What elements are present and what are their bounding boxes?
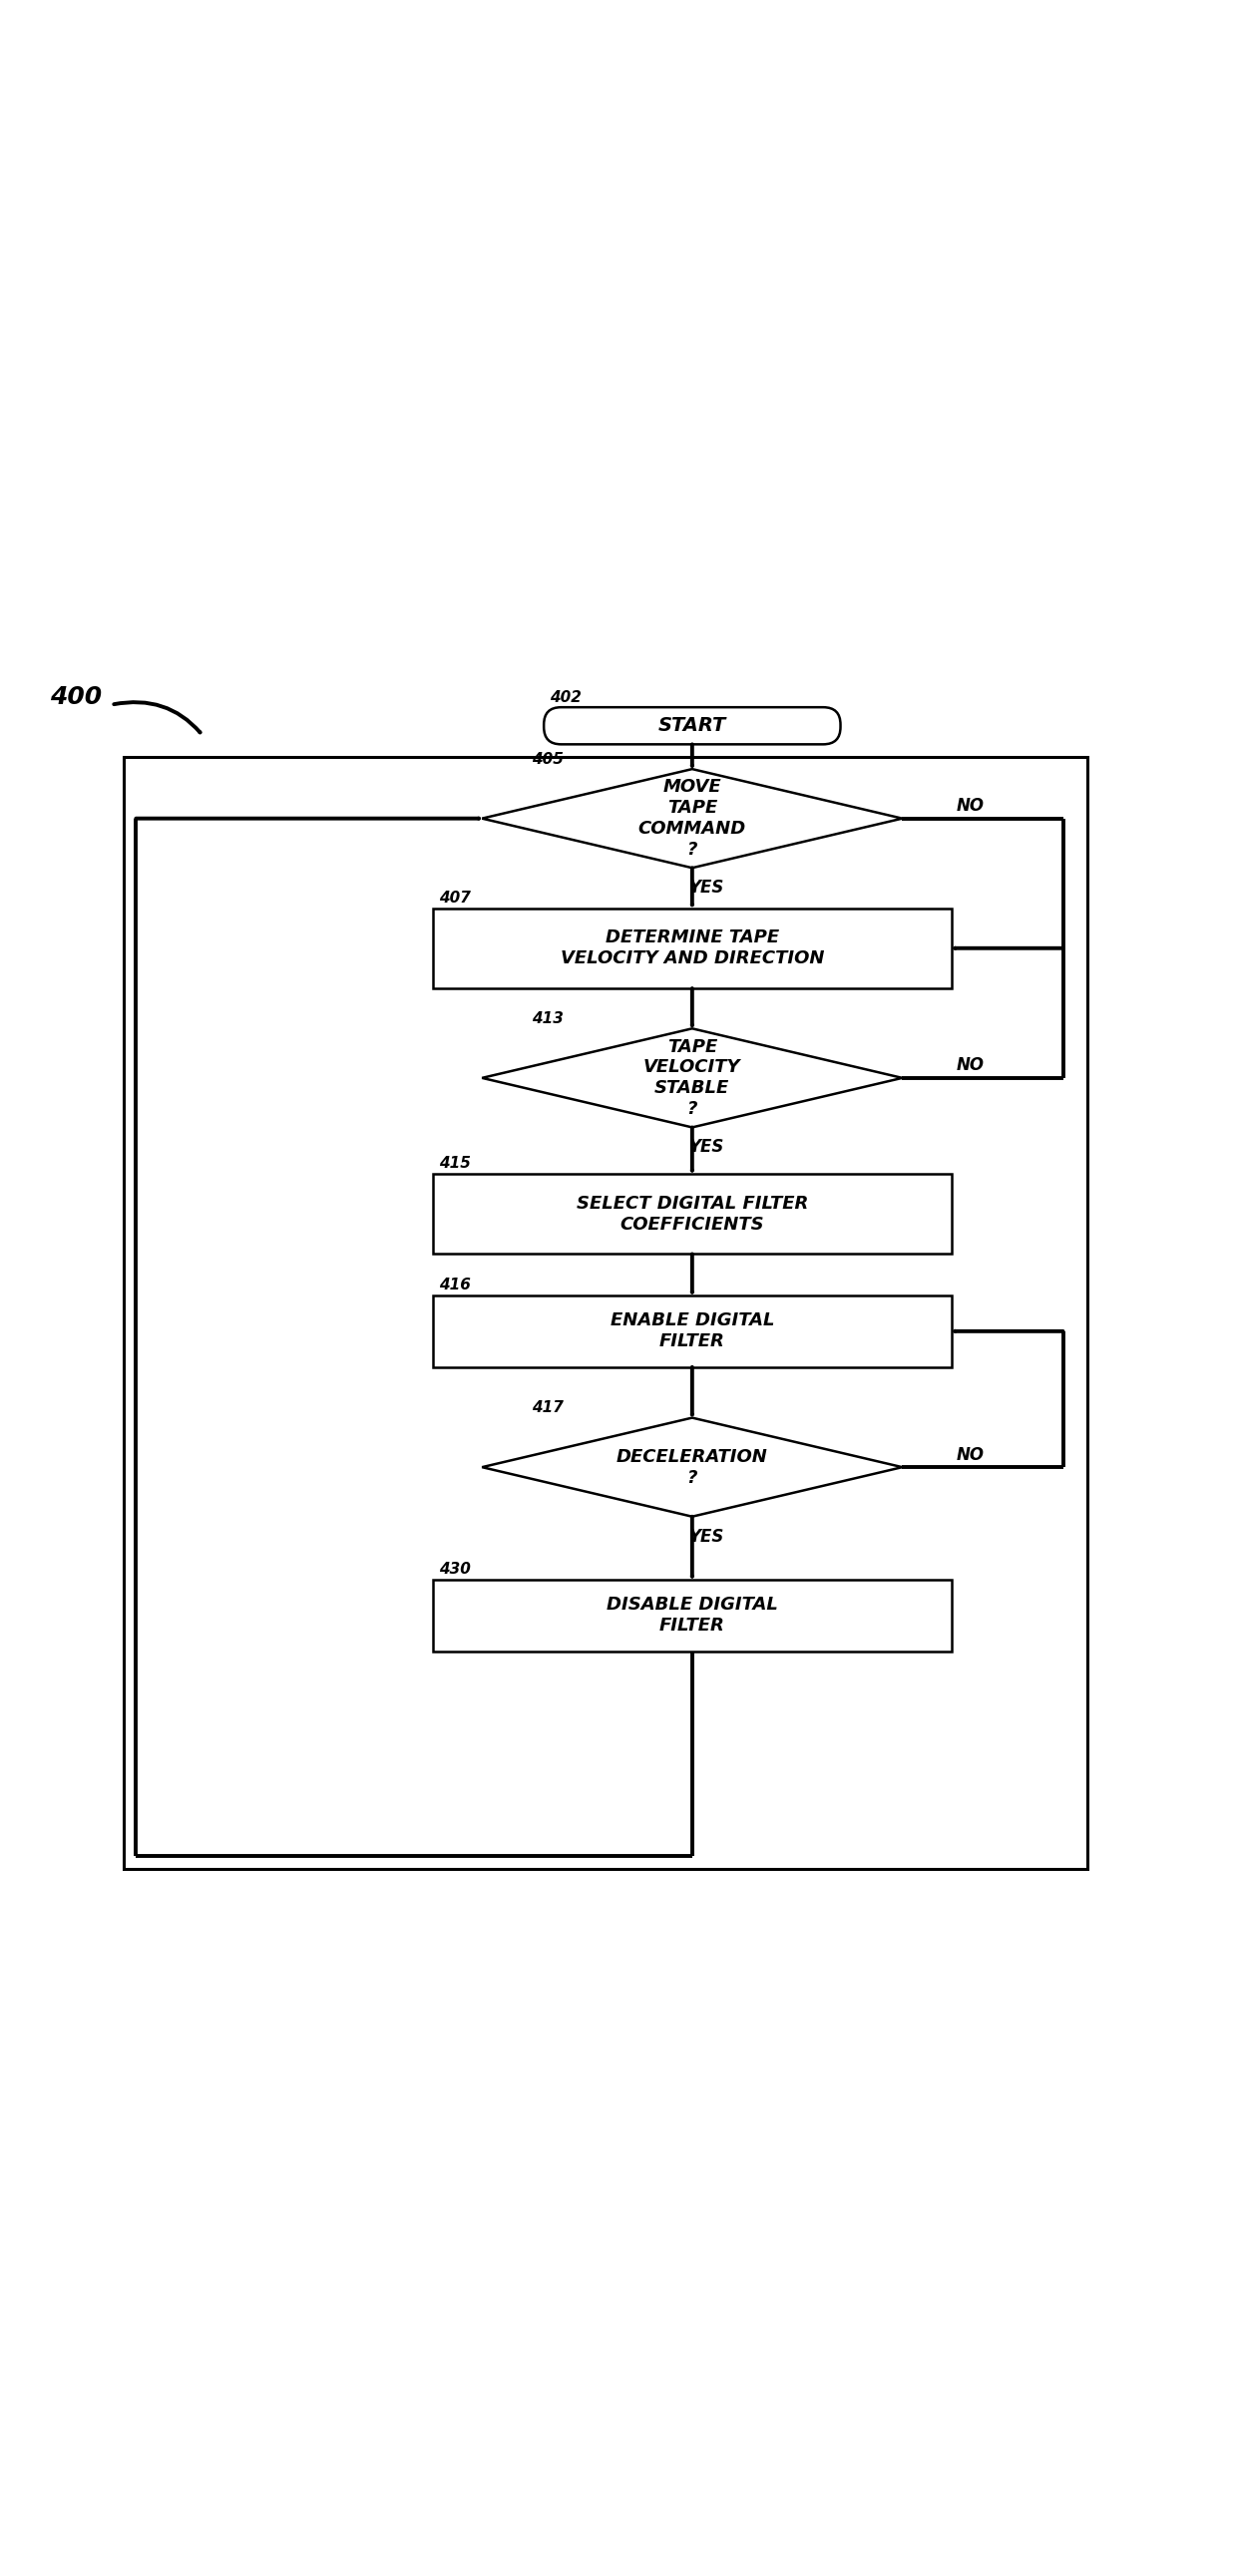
Bar xyxy=(124,757,1088,1868)
Text: 415: 415 xyxy=(439,1157,471,1172)
Bar xyxy=(433,1296,952,1368)
Bar xyxy=(433,1579,952,1651)
Text: YES: YES xyxy=(690,878,724,896)
Text: SELECT DIGITAL FILTER
COEFFICIENTS: SELECT DIGITAL FILTER COEFFICIENTS xyxy=(576,1195,808,1234)
Text: DETERMINE TAPE
VELOCITY AND DIRECTION: DETERMINE TAPE VELOCITY AND DIRECTION xyxy=(560,930,824,969)
Polygon shape xyxy=(482,770,902,868)
Text: DECELERATION
?: DECELERATION ? xyxy=(617,1448,768,1486)
Text: NO: NO xyxy=(957,796,984,814)
Text: TAPE
VELOCITY
STABLE
?: TAPE VELOCITY STABLE ? xyxy=(644,1038,740,1118)
Text: 405: 405 xyxy=(531,752,564,768)
Text: 417: 417 xyxy=(531,1401,564,1414)
FancyBboxPatch shape xyxy=(544,708,840,744)
Text: START: START xyxy=(658,716,727,734)
Text: 402: 402 xyxy=(550,690,582,706)
Polygon shape xyxy=(482,1417,902,1517)
Bar xyxy=(433,1175,952,1255)
Bar xyxy=(433,907,952,989)
Text: 407: 407 xyxy=(439,891,471,907)
Text: 400: 400 xyxy=(49,685,101,708)
Text: 413: 413 xyxy=(531,1012,564,1025)
Text: NO: NO xyxy=(957,1056,984,1074)
Text: MOVE
TAPE
COMMAND
?: MOVE TAPE COMMAND ? xyxy=(638,778,747,858)
Text: ENABLE DIGITAL
FILTER: ENABLE DIGITAL FILTER xyxy=(611,1311,774,1350)
Polygon shape xyxy=(482,1028,902,1128)
Text: NO: NO xyxy=(957,1445,984,1463)
Text: YES: YES xyxy=(690,1528,724,1546)
Text: YES: YES xyxy=(690,1139,724,1157)
Text: 430: 430 xyxy=(439,1561,471,1577)
Text: 416: 416 xyxy=(439,1278,471,1293)
Text: DISABLE DIGITAL
FILTER: DISABLE DIGITAL FILTER xyxy=(607,1597,777,1636)
